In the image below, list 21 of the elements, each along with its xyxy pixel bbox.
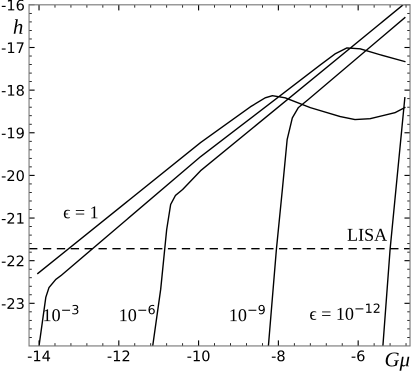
series-label: 10$^{−6}$ [120,304,155,322]
y-tick-label: -21 [2,212,24,224]
y-tick-label: -20 [2,170,24,182]
legend-label: ϵ = 10$^{−12}$ [310,303,380,320]
y-tick-label: -18 [2,84,24,96]
series-label: 10$^{−9}$ [230,304,265,322]
x-tick-label: -10 [187,350,210,362]
x-tick-label: -6 [352,350,365,362]
x-tick-label: -8 [272,350,285,362]
y-tick-label: -16 [2,0,24,11]
series-label: ϵ = 1 [64,206,98,218]
x-axis-title: Gμ [386,352,410,371]
series-label: 10$^{−3}$ [44,304,78,322]
x-tick-label: -14 [28,350,50,362]
y-tick-label: -23 [2,298,24,310]
ref-line-label: LISA [348,228,388,241]
y-tick-label: -22 [2,255,24,266]
y-axis-title: h [14,19,22,34]
x-tick-label: -12 [108,350,130,362]
y-tick-label: -17 [2,42,24,54]
y-tick-label: -19 [2,127,24,139]
